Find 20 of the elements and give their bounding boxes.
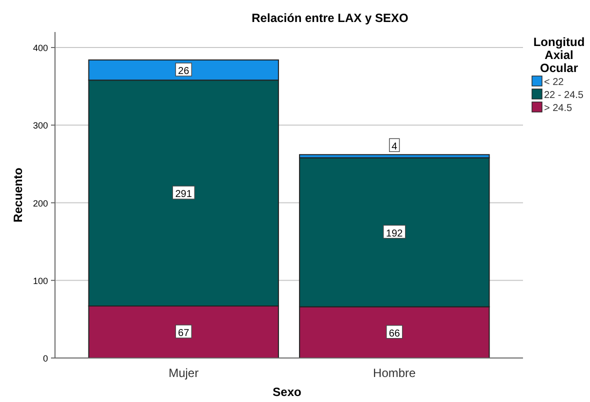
x-tick-label: Hombre — [373, 366, 416, 380]
legend-label: > 24.5 — [544, 103, 573, 114]
x-tick-label: Mujer — [168, 366, 199, 380]
y-tick-label: 0 — [42, 354, 48, 364]
y-tick-label: 300 — [32, 120, 48, 131]
y-tick-label: 200 — [32, 198, 48, 208]
data-label: 291 — [175, 189, 192, 200]
data-label: 67 — [178, 328, 190, 339]
data-label: 192 — [386, 228, 404, 240]
chart-title: Relación entre LAX y SEXO — [252, 11, 408, 25]
data-label: 4 — [392, 142, 398, 153]
data-label: 66 — [388, 328, 400, 340]
legend-title: Longitud Axial Ocular — [533, 35, 585, 75]
legend-label: 22 - 24.5 — [544, 90, 584, 101]
x-axis-title: Sexo — [272, 385, 302, 399]
y-tick-label: 100 — [32, 276, 48, 286]
legend-label: < 22 — [544, 77, 564, 88]
data-label: 26 — [178, 66, 190, 78]
y-axis-title: Recuento — [11, 168, 25, 222]
y-tick-label: 400 — [32, 43, 48, 54]
